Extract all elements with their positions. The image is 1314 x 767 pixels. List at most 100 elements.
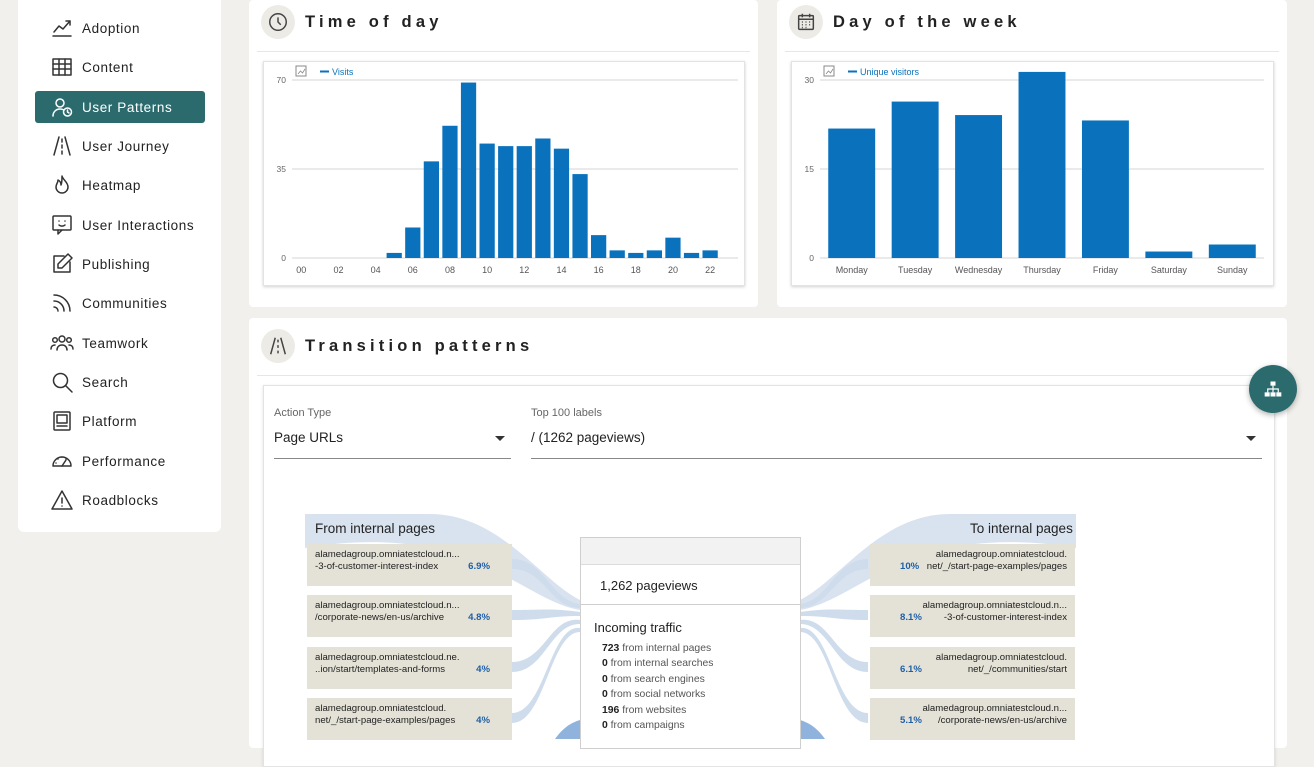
chevron-down-icon[interactable] [1246, 436, 1256, 441]
sidebar-item-performance[interactable]: Performance [35, 445, 205, 477]
time-of-day-card: Time of day Visits 0 35 70 00 02 04 06 08 10 12 14 1… [249, 0, 758, 307]
bar-16[interactable] [591, 235, 607, 258]
bar-14[interactable] [553, 148, 570, 258]
to-page-item[interactable]: alamedagroup.omniatestcloud.n.../corpora… [870, 698, 1075, 740]
legend-label: Unique visitors [860, 67, 920, 77]
action-type-label: Action Type [274, 407, 332, 419]
x-tick-label: 08 [445, 265, 455, 275]
y-tick-label: 70 [277, 75, 287, 85]
to-percent: 6.1% [900, 664, 922, 675]
sidebar-item-roadblocks[interactable]: Roadblocks [35, 484, 205, 516]
sidebar-item-user-patterns[interactable]: User Patterns [35, 91, 205, 123]
page-url-line2: /corporate-news/en-us/archive [937, 715, 1067, 726]
page-url-line1: alamedagroup.omniatestcloud. [935, 549, 1067, 560]
sidebar-item-label: User Journey [82, 138, 170, 154]
chart-type-icon[interactable] [295, 65, 307, 77]
traffic-source: from internal pages [622, 643, 712, 654]
bar-20[interactable] [665, 237, 681, 258]
sidebar-item-label: Roadblocks [82, 492, 159, 508]
bar-07[interactable] [423, 161, 439, 258]
bar-Thursday[interactable] [1018, 71, 1066, 258]
sidebar-item-user-interactions[interactable]: User Interactions [35, 209, 205, 241]
sidebar-item-communities[interactable]: Communities [35, 287, 205, 319]
sidebar-item-label: Platform [82, 413, 138, 429]
bar-11[interactable] [498, 146, 514, 258]
sitemap-fab-button[interactable] [1249, 365, 1297, 413]
action-type-select[interactable]: Page URLs [274, 430, 344, 445]
incoming-traffic-row: 196 from websites [602, 705, 686, 716]
bar-06[interactable] [405, 227, 421, 258]
time-of-day-title: Time of day [305, 12, 443, 31]
bar-Friday[interactable] [1081, 120, 1129, 258]
x-tick-label: 22 [705, 265, 715, 275]
page-url-line2: -3-of-customer-interest-index [943, 612, 1067, 623]
bar-17[interactable] [609, 250, 625, 258]
sidebar-item-user-journey[interactable]: User Journey [35, 130, 205, 162]
labels-select[interactable]: / (1262 pageviews) [531, 430, 646, 445]
x-tick-label: 14 [556, 265, 566, 275]
page-url-line1: alamedagroup.omniatestcloud.n... [922, 600, 1067, 611]
sidebar-item-label: User Interactions [82, 217, 195, 233]
bar-13[interactable] [535, 138, 551, 258]
from-page-item[interactable]: alamedagroup.omniatestcloud. net/_/start-… [307, 698, 512, 740]
sidebar-item-platform[interactable]: Platform [35, 405, 205, 437]
bar-09[interactable] [460, 82, 477, 259]
day-of-week-svg: Unique visitors 0 15 30 Monday Tuesday Wednesd… [805, 65, 1264, 275]
sidebar-item-label: Adoption [82, 20, 141, 36]
legend-swatch [848, 70, 857, 73]
bar-15[interactable] [572, 174, 588, 258]
bar-05[interactable] [386, 252, 402, 258]
card-divider [785, 51, 1279, 52]
traffic-source: from websites [622, 704, 687, 716]
page-url-line1: alamedagroup.omniatestcloud.n... [922, 703, 1067, 714]
bar-10[interactable] [479, 143, 495, 258]
card-divider [257, 375, 1279, 376]
sidebar-item-publishing[interactable]: Publishing [35, 248, 205, 280]
sidebar-item-label: User Patterns [82, 99, 173, 115]
from-page-item[interactable]: alamedagroup.omniatestcloud.n.../corpora… [307, 595, 512, 637]
summary-header [581, 538, 800, 565]
incoming-traffic-row: 0 from social networks [602, 689, 705, 700]
sidebar-item-label: Search [82, 374, 129, 390]
bar-08[interactable] [442, 125, 458, 258]
bar-Saturday[interactable] [1145, 251, 1193, 258]
bar-Monday[interactable] [828, 128, 876, 258]
bar-Tuesday[interactable] [891, 101, 939, 258]
to-page-item[interactable]: alamedagroup.omniatestcloud. net/_/start-… [870, 544, 1075, 586]
summary-divider [581, 604, 800, 605]
x-tick-label: 06 [408, 265, 418, 275]
sidebar-item-search[interactable]: Search [35, 366, 205, 398]
sidebar-item-content[interactable]: Content [35, 51, 205, 83]
y-tick-label: 15 [805, 164, 815, 174]
page-url-line1: alamedagroup.omniatestcloud.n... [315, 600, 460, 611]
to-page-item[interactable]: alamedagroup.omniatestcloud. net/_/commun… [870, 647, 1075, 689]
bar-18[interactable] [628, 252, 644, 258]
x-tick-label: Friday [1093, 265, 1119, 275]
chart-type-icon[interactable] [823, 65, 835, 77]
bar-Sunday[interactable] [1208, 244, 1256, 258]
from-page-item[interactable]: alamedagroup.omniatestcloud.n... -3-of-cu… [307, 544, 512, 586]
bar-22[interactable] [702, 250, 718, 258]
page-url-line2: /corporate-news/en-us/archive [315, 612, 445, 623]
chevron-down-icon[interactable] [495, 436, 505, 441]
to-page-item[interactable]: alamedagroup.omniatestcloud.n... -3-of-cu… [870, 595, 1075, 637]
bar-21[interactable] [683, 252, 700, 258]
day-of-week-chart: Unique visitors 0 15 30 Monday Tuesday Wednesd… [791, 61, 1274, 286]
bar-Wednesday[interactable] [955, 115, 1003, 258]
sidebar-item-adoption[interactable]: Adoption [35, 12, 205, 44]
labels-underline [531, 458, 1262, 459]
traffic-source: from campaigns [610, 720, 685, 731]
pageviews-count: 1,262 pageviews [600, 578, 698, 593]
sidebar-item-label: Content [82, 59, 134, 75]
bar-19[interactable] [646, 250, 662, 258]
traffic-count: 0 [602, 720, 608, 731]
road-icon [261, 329, 295, 363]
sidebar-item-teamwork[interactable]: Teamwork [35, 327, 205, 359]
bar-12[interactable] [516, 146, 532, 258]
x-tick-label: Saturday [1151, 265, 1188, 275]
sidebar-item-heatmap[interactable]: Heatmap [35, 169, 205, 201]
sidebar-item-label: Heatmap [82, 177, 141, 193]
day-of-week-card: Day of the week Unique visitors 0 15 30 Mond… [777, 0, 1287, 307]
traffic-count: 0 [602, 673, 608, 685]
from-page-item[interactable]: alamedagroup.omniatestcloud.ne. ..ion/sta… [307, 647, 512, 689]
